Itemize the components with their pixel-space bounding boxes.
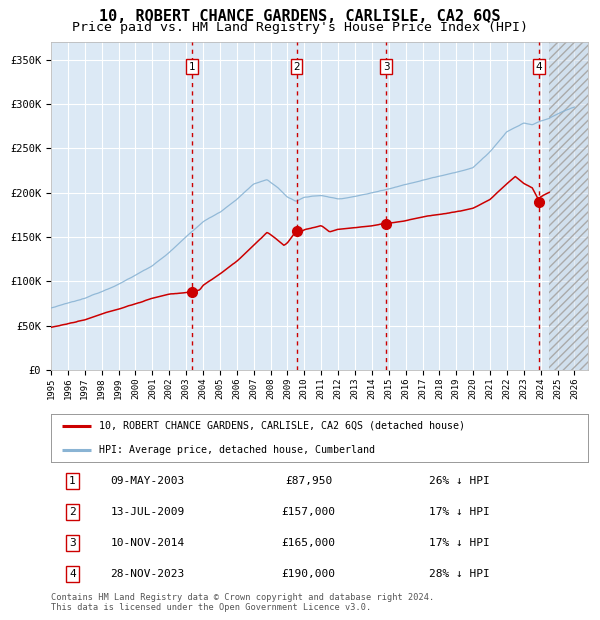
Text: 2: 2 (293, 61, 300, 71)
Text: £165,000: £165,000 (282, 538, 336, 548)
Text: 17% ↓ HPI: 17% ↓ HPI (429, 507, 490, 517)
Text: 3: 3 (69, 538, 76, 548)
Bar (549, 42, 592, 370)
Text: Contains HM Land Registry data © Crown copyright and database right 2024.
This d: Contains HM Land Registry data © Crown c… (51, 593, 434, 613)
Text: 2: 2 (69, 507, 76, 517)
Text: 28% ↓ HPI: 28% ↓ HPI (429, 569, 490, 579)
Text: £190,000: £190,000 (282, 569, 336, 579)
Text: 09-MAY-2003: 09-MAY-2003 (110, 476, 185, 485)
Text: 28-NOV-2023: 28-NOV-2023 (110, 569, 185, 579)
Text: 3: 3 (383, 61, 389, 71)
Bar (549, 42, 592, 370)
Text: £157,000: £157,000 (282, 507, 336, 517)
Text: 1: 1 (69, 476, 76, 485)
Text: 10-NOV-2014: 10-NOV-2014 (110, 538, 185, 548)
Text: 4: 4 (69, 569, 76, 579)
Text: 13-JUL-2009: 13-JUL-2009 (110, 507, 185, 517)
Text: Price paid vs. HM Land Registry's House Price Index (HPI): Price paid vs. HM Land Registry's House … (72, 21, 528, 34)
Text: 17% ↓ HPI: 17% ↓ HPI (429, 538, 490, 548)
Text: 1: 1 (189, 61, 196, 71)
Text: 10, ROBERT CHANCE GARDENS, CARLISLE, CA2 6QS: 10, ROBERT CHANCE GARDENS, CARLISLE, CA2… (99, 9, 501, 24)
Text: 4: 4 (536, 61, 542, 71)
Text: HPI: Average price, detached house, Cumberland: HPI: Average price, detached house, Cumb… (100, 445, 376, 455)
Text: £87,950: £87,950 (285, 476, 332, 485)
Text: 26% ↓ HPI: 26% ↓ HPI (429, 476, 490, 485)
Text: 10, ROBERT CHANCE GARDENS, CARLISLE, CA2 6QS (detached house): 10, ROBERT CHANCE GARDENS, CARLISLE, CA2… (100, 421, 466, 431)
